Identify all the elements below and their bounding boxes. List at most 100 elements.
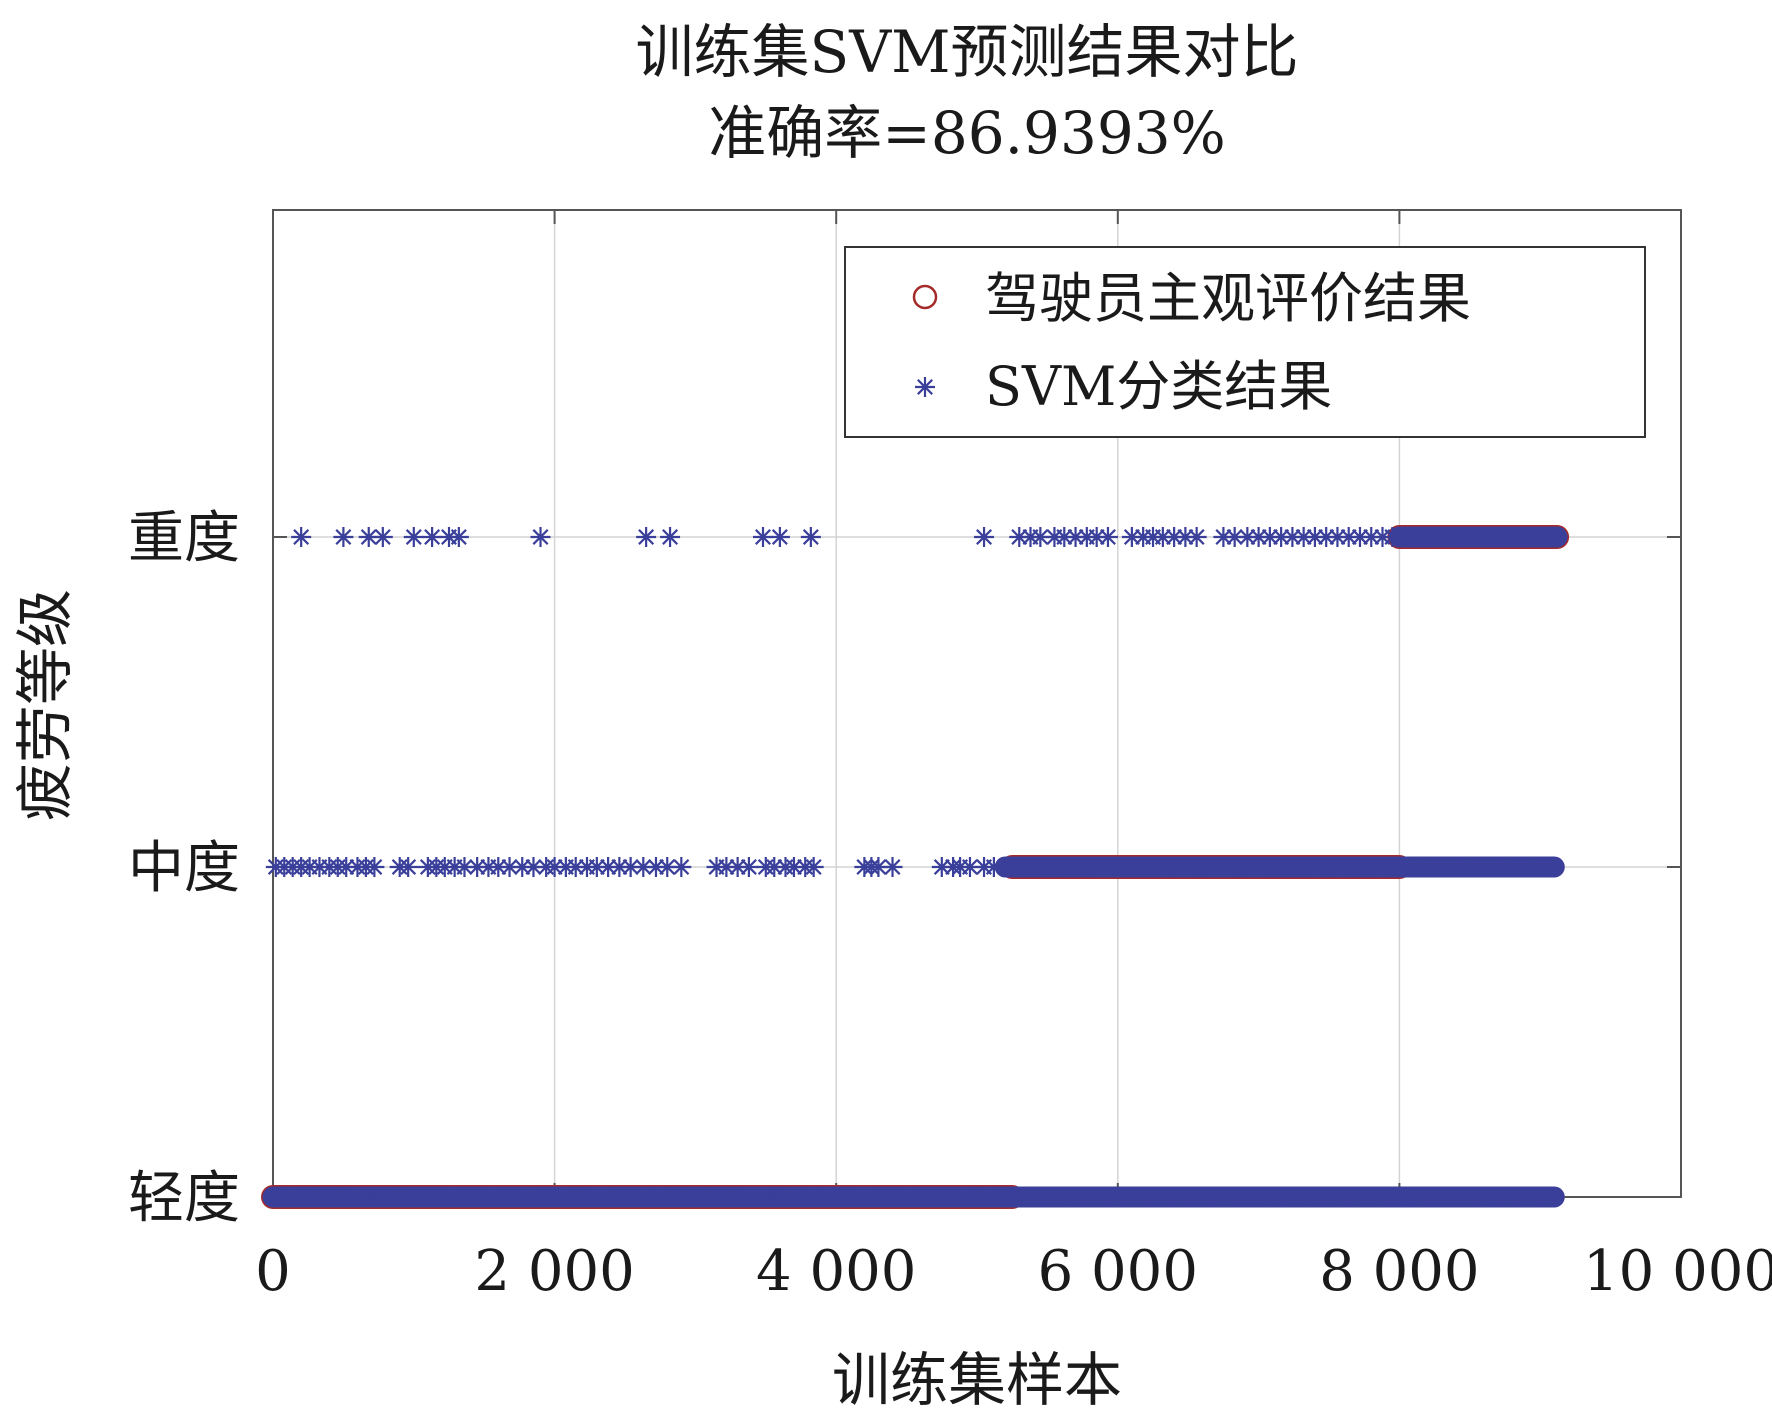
svm-point	[427, 1187, 448, 1207]
svm-point	[1516, 527, 1537, 547]
svm-point	[1121, 857, 1142, 877]
svm-point	[1224, 527, 1245, 547]
svm-point	[769, 527, 790, 547]
x-tick-label: 6 000	[1038, 1239, 1198, 1304]
svm-point	[1466, 1187, 1487, 1207]
legend-asterisk-glyph	[915, 377, 935, 397]
svm-point	[1382, 527, 1403, 547]
svm-point	[1299, 857, 1320, 877]
svm-point	[1175, 527, 1196, 547]
svm-point	[454, 857, 475, 877]
svm-point	[1065, 527, 1086, 547]
tick-labels: 0 2 000 4 000 6 000 8 000 10 000 轻度 中度 重度	[128, 506, 1772, 1304]
svm-point	[372, 527, 393, 547]
chart-title-line-1: 训练集SVM预测结果对比	[635, 18, 1298, 86]
svm-point	[1541, 527, 1562, 547]
svm-point	[769, 1187, 790, 1207]
svm-point	[1083, 857, 1104, 877]
svm-point	[326, 1187, 347, 1207]
svm-point	[1490, 527, 1511, 547]
svm-point	[1542, 1187, 1563, 1207]
svm-point	[1235, 857, 1256, 877]
svm-point	[1048, 1187, 1069, 1207]
svm-point	[630, 1187, 651, 1207]
svm-point	[1186, 527, 1207, 547]
svm-point	[512, 857, 533, 877]
svm-point	[1074, 1187, 1095, 1207]
svm-point	[974, 527, 995, 547]
svm-point	[764, 857, 785, 877]
svm-point	[1099, 1187, 1120, 1207]
svm-point	[1058, 857, 1079, 877]
svm-point	[752, 527, 773, 547]
svm-point	[931, 857, 952, 877]
x-tick-label: 2 000	[474, 1239, 634, 1304]
x-tick-label: 4 000	[756, 1239, 916, 1304]
svm-point	[1540, 857, 1561, 877]
y-axis-label: 疲劳等级	[11, 589, 79, 821]
svm-point	[1223, 857, 1244, 877]
svm-point	[1124, 1187, 1145, 1207]
x-tick-label: 8 000	[1319, 1239, 1479, 1304]
legend-circle-marker	[912, 284, 938, 310]
svm-point	[1086, 527, 1107, 547]
svm-point	[1503, 527, 1524, 547]
x-tick-label: 0	[255, 1239, 291, 1304]
svm-point	[983, 857, 1004, 877]
svm-point	[422, 527, 443, 547]
svm-point	[291, 527, 312, 547]
svm-point	[467, 857, 488, 877]
x-tick-label: 10 000	[1583, 1239, 1772, 1304]
svm-point	[1465, 527, 1486, 547]
svm-point	[800, 527, 821, 547]
svm-point	[1033, 857, 1054, 877]
svm-point	[1530, 1187, 1551, 1207]
svm-point	[1188, 1187, 1209, 1207]
legend-asterisk-marker	[915, 377, 935, 397]
svm-point	[465, 1187, 486, 1207]
svm-point	[339, 1187, 360, 1207]
svm-point	[1007, 857, 1028, 877]
svm-point	[1528, 527, 1549, 547]
svm-point	[1071, 857, 1092, 877]
y-tick-label: 轻度	[128, 1166, 240, 1231]
svm-point	[1185, 857, 1206, 877]
svm-point	[554, 1187, 575, 1207]
svm-point	[655, 1187, 676, 1207]
svm-point	[668, 1187, 689, 1207]
y-tick-label: 重度	[128, 506, 240, 571]
svm-point	[909, 1187, 930, 1207]
svm-point	[738, 857, 759, 877]
svm-point	[1362, 857, 1383, 877]
svm-point	[1476, 857, 1497, 877]
svm-point	[398, 857, 419, 877]
svm-point	[744, 1187, 765, 1207]
svm-point	[1109, 857, 1130, 877]
svm-point	[1009, 527, 1030, 547]
svm-point	[1045, 857, 1066, 877]
svm-point	[921, 1187, 942, 1207]
svm-point	[403, 527, 424, 547]
svm-point	[803, 857, 824, 877]
svm-point	[491, 1187, 512, 1207]
y-tick-label: 中度	[128, 836, 240, 901]
svm-point	[731, 1187, 752, 1207]
svm-point	[1441, 1187, 1462, 1207]
svm-point	[660, 527, 681, 547]
x-axis-label: 训练集样本	[832, 1346, 1122, 1414]
svm-point	[882, 857, 903, 877]
svm-point	[530, 527, 551, 547]
legend: 驾驶员主观评价结果 SVM分类结果	[844, 246, 1646, 438]
data-marks	[261, 525, 1570, 1209]
svm-point	[1259, 527, 1280, 547]
svm-point	[896, 1187, 917, 1207]
svm-point	[1338, 527, 1359, 547]
svm-point	[333, 527, 354, 547]
svm-point	[1365, 1187, 1386, 1207]
svm-point	[636, 527, 657, 547]
svm-point	[1175, 1187, 1196, 1207]
chart-title-line-2: 准确率=86.9393%	[708, 99, 1226, 167]
legend-label-svm: SVM分类结果	[985, 355, 1332, 418]
svm-point	[364, 857, 385, 877]
